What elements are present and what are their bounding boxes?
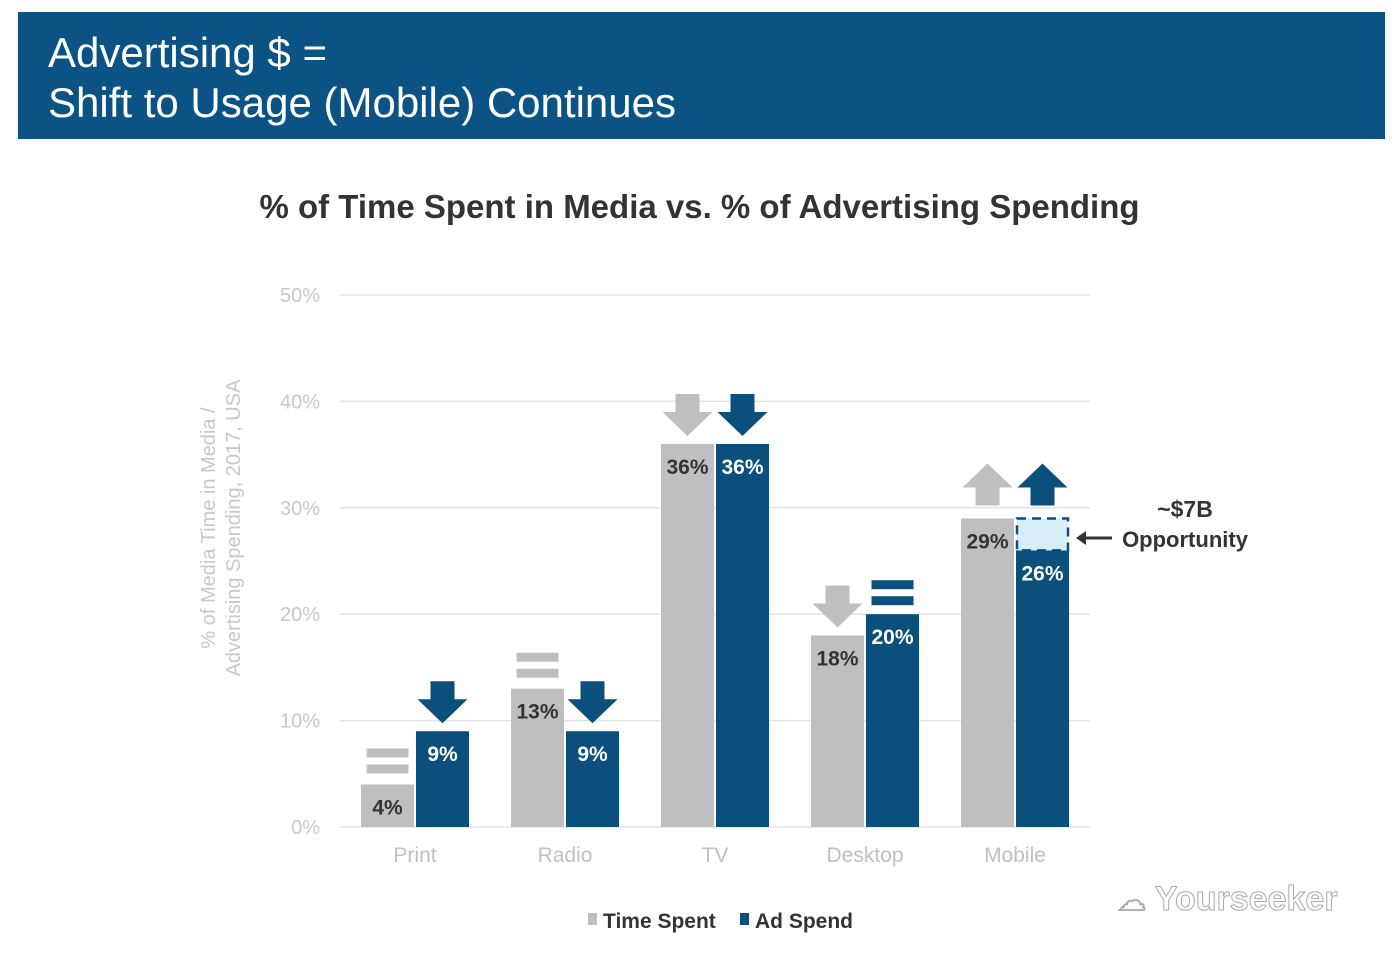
y-tick-label: 50% [280,285,320,307]
data-label: 4% [372,796,403,819]
data-label: 9% [577,743,608,766]
data-label: 26% [1021,562,1063,585]
data-label: 18% [816,647,858,670]
bar-time-spent [361,784,414,827]
watermark-text: Yourseeker [1154,880,1338,919]
bar-ad-spend [566,731,619,827]
watermark: ☁ Yourseeker [1118,880,1339,919]
data-label: 36% [666,456,708,479]
data-label: 29% [966,530,1008,553]
x-tick-label: Desktop [826,844,903,867]
trend-arrow-up-icon [962,463,1013,506]
trend-arrow-down-icon [812,585,863,628]
opportunity-box [1015,517,1070,552]
data-label: 20% [871,626,913,649]
legend-swatch [740,913,749,925]
trend-equal-icon [366,764,409,774]
y-tick-label: 0% [291,817,320,839]
trend-equal-icon [871,596,914,606]
bar-ad-spend [716,443,769,827]
bar-time-spent [961,518,1014,827]
data-label: 13% [516,701,558,724]
slide-title-line1: Advertising $ = [48,29,327,76]
y-tick-label: 20% [280,604,320,626]
trend-equal-icon [516,652,559,662]
x-tick-label: Print [393,844,436,867]
x-tick-label: Radio [538,844,593,867]
trend-equal-icon [366,748,409,758]
y-tick-label: 10% [280,711,320,733]
bar-time-spent [811,635,864,827]
annotation-label: Opportunity [1122,527,1249,552]
bar-ad-spend [416,731,469,827]
trend-arrow-down-icon [567,681,618,724]
data-label: 36% [721,456,763,479]
data-label: 9% [427,743,458,766]
legend-label: Ad Spend [755,910,853,933]
bar-time-spent [511,688,564,827]
bar-time-spent [661,443,714,827]
y-tick-label: 40% [280,391,320,413]
bar-ad-spend [1016,550,1069,827]
annotation-value: ~$7B [1157,496,1213,522]
trend-arrow-down-icon [417,681,468,724]
annotation-arrow-icon [1076,531,1086,545]
y-axis-label: % of Media Time in Media / Advertising Sp… [198,379,245,677]
slide-title-line2: Shift to Usage (Mobile) Continues [48,79,676,126]
trend-arrow-down-icon [662,393,713,436]
wechat-icon: ☁ [1118,885,1147,917]
bar-ad-spend [866,614,919,827]
x-tick-label: TV [702,844,729,867]
chart-title: % of Time Spent in Media vs. % of Advert… [259,188,1140,225]
trend-equal-icon [516,668,559,678]
trend-arrow-down-icon [717,393,768,436]
trend-equal-icon [871,580,914,590]
slide-header: Advertising $ = Shift to Usage (Mobile) … [18,12,1385,139]
legend-swatch [588,913,597,925]
y-tick-label: 30% [280,498,320,520]
x-tick-label: Mobile [984,844,1046,867]
trend-arrow-up-icon [1017,463,1068,506]
legend-label: Time Spent [603,910,716,933]
